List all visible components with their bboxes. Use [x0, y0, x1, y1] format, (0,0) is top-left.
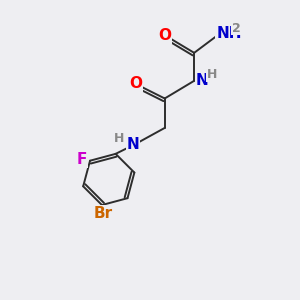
Text: N: N [196, 73, 208, 88]
Text: 2: 2 [232, 22, 240, 35]
Text: F: F [76, 152, 87, 167]
Text: O: O [158, 28, 171, 43]
Text: O: O [129, 76, 142, 91]
Text: NH: NH [216, 26, 242, 41]
Text: Br: Br [94, 206, 113, 221]
Text: H: H [206, 68, 217, 81]
Text: H: H [114, 132, 124, 145]
Text: N: N [127, 136, 139, 152]
